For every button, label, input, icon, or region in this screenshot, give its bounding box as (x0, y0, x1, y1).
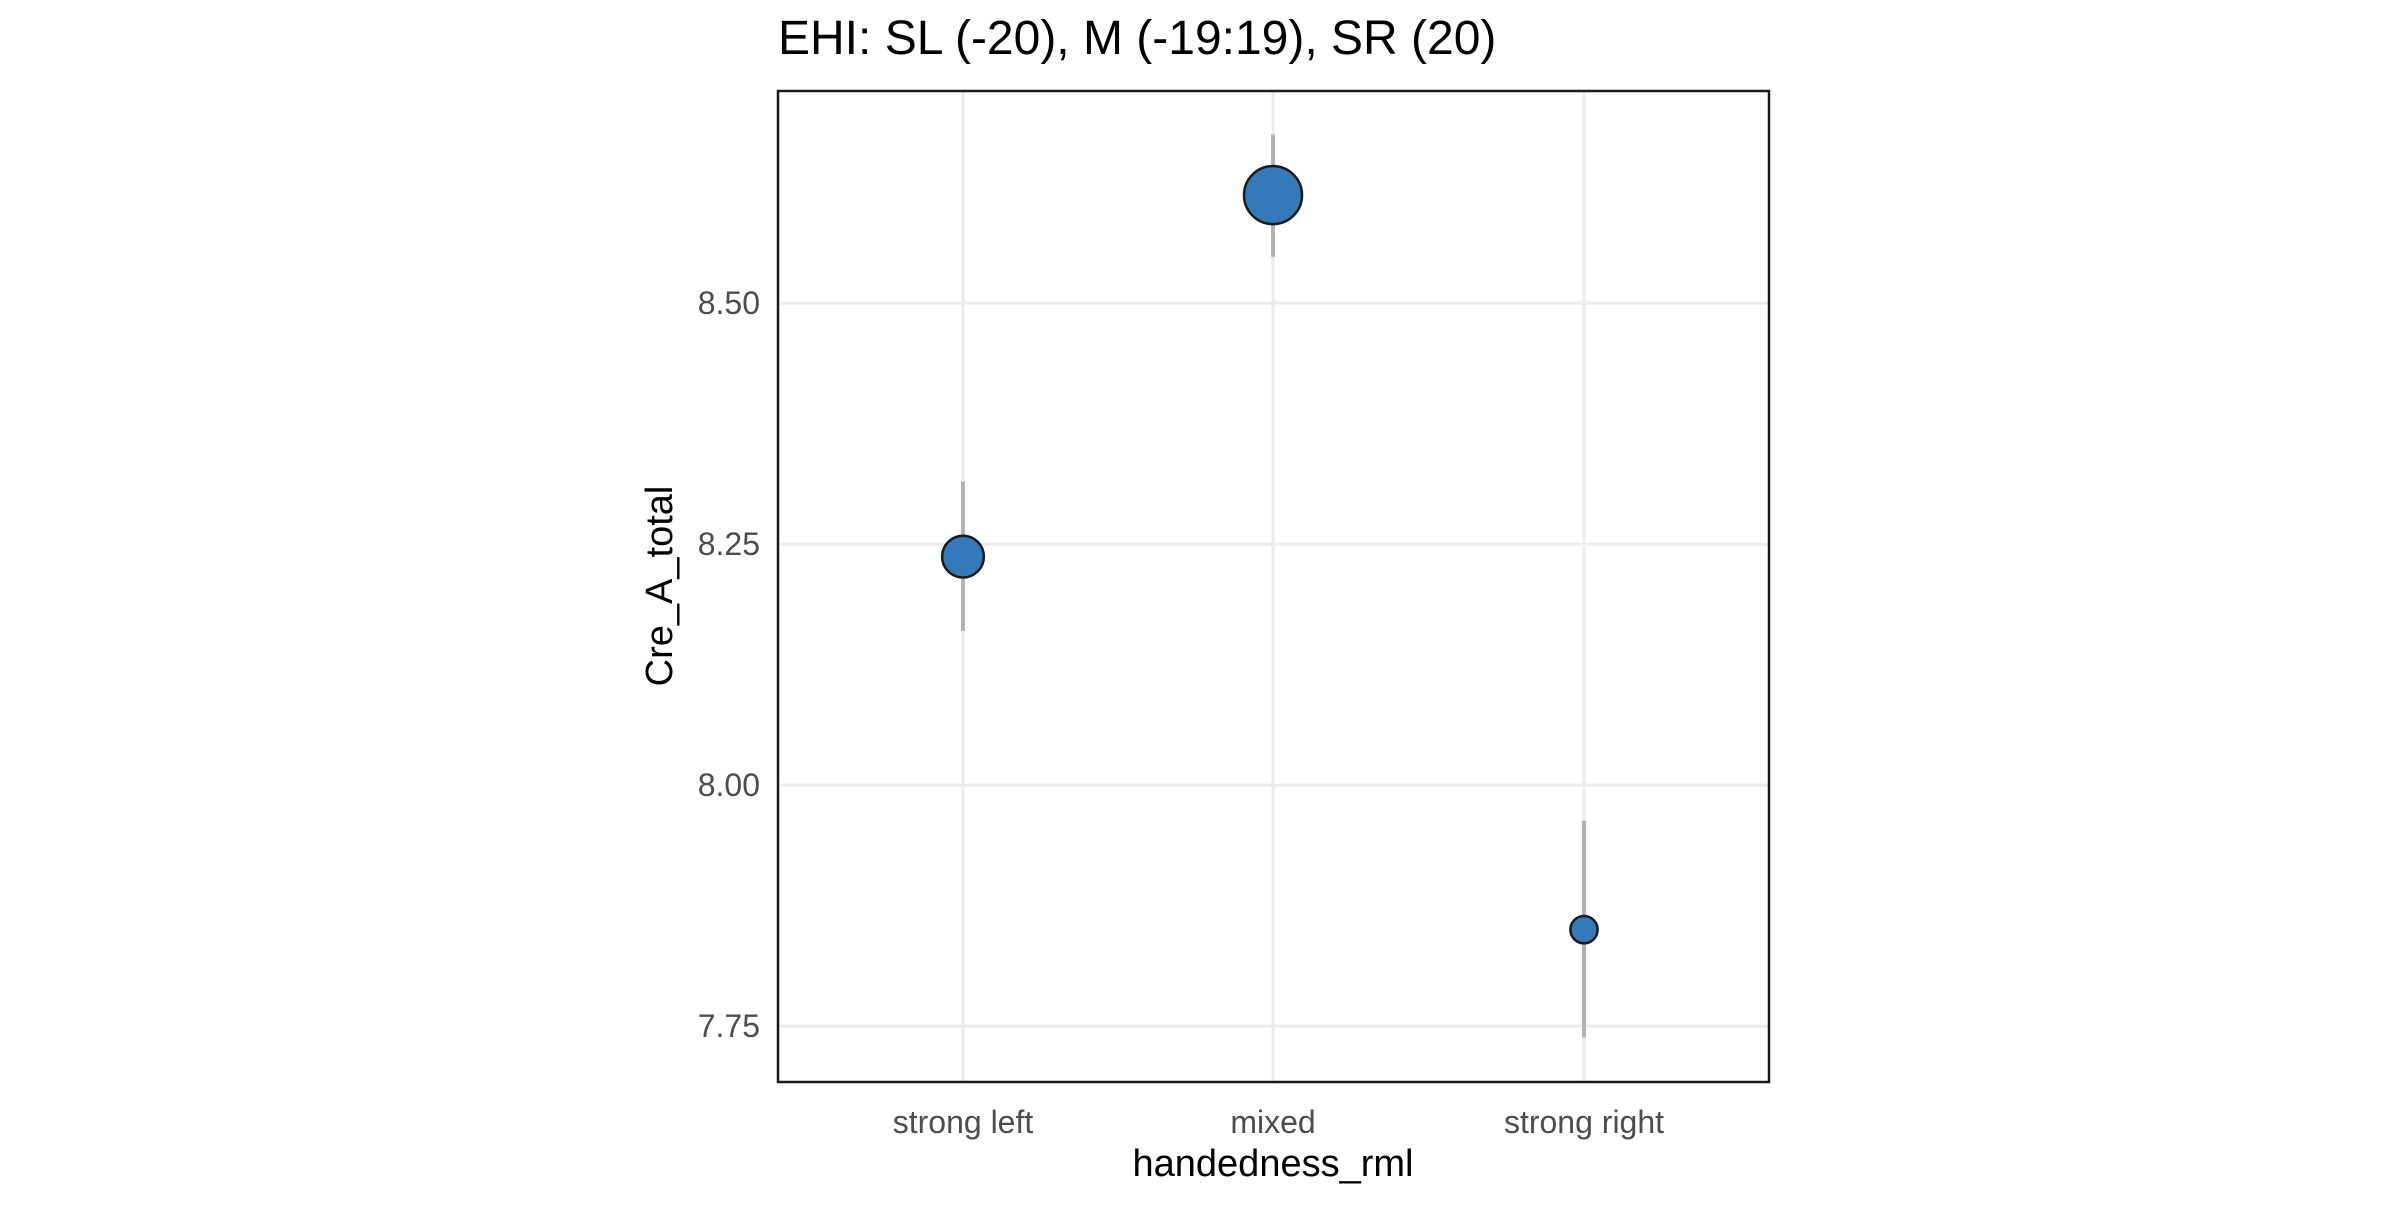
data-point (1569, 914, 1599, 945)
y-axis-title: Cre_A_total (639, 486, 681, 687)
data-point (940, 534, 986, 579)
y-tick-label: 7.75 (698, 1008, 760, 1044)
panel-border (776, 89, 1771, 1084)
x-tick-label: mixed (1230, 1104, 1315, 1140)
x-tick-label: strong right (1504, 1104, 1664, 1140)
y-tick-label: 8.00 (698, 767, 760, 803)
data-points (940, 164, 1599, 945)
y-axis-ticks: 7.75 8.00 8.25 8.50 (698, 285, 760, 1044)
data-point (1242, 164, 1304, 226)
x-axis-ticks: strong left mixed strong right (893, 1104, 1664, 1140)
y-tick-label: 8.25 (698, 526, 760, 562)
y-tick-label: 8.50 (698, 285, 760, 321)
x-axis-title: handedness_rml (1133, 1143, 1414, 1185)
x-tick-label: strong left (893, 1104, 1034, 1140)
chart-title: EHI: SL (-20), M (-19:19), SR (20) (778, 12, 1496, 65)
